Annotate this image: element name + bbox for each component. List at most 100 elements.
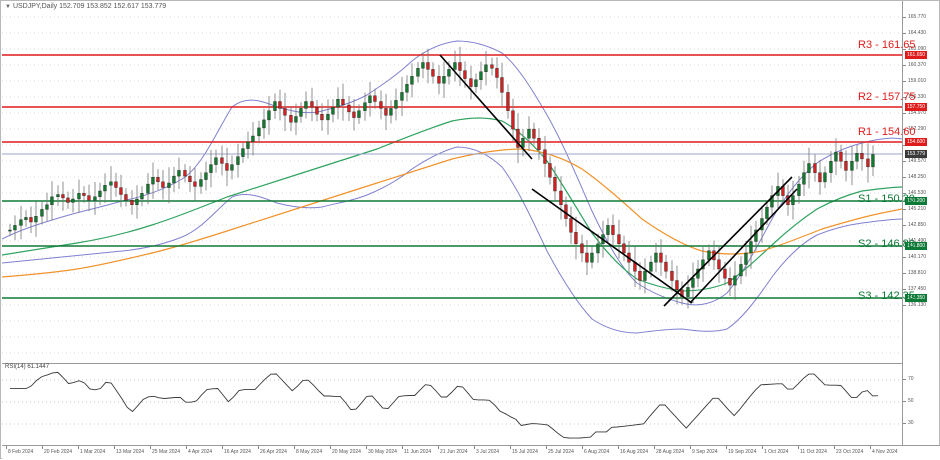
price-tickmark: [903, 161, 906, 162]
date-tickmark: [834, 446, 835, 449]
date-tick-label: 9 Sep 2024: [692, 449, 718, 455]
date-tickmark: [474, 446, 475, 449]
price-tick-label: 156.330: [908, 94, 927, 100]
date-tick-label: 1 Oct 2024: [764, 449, 789, 455]
date-tickmark: [438, 446, 439, 449]
date-tick-label: 25 Mar 2024: [152, 449, 181, 455]
price-tickmark: [903, 225, 906, 226]
price-pane[interactable]: [2, 11, 902, 363]
date-tickmark: [150, 446, 151, 449]
bollinger-upper-band: [2, 40, 902, 306]
level-label-r1: R1 - 154.60: [858, 126, 916, 138]
rsi-line: [10, 371, 879, 439]
date-tickmark: [726, 446, 727, 449]
level-label-s1: S1 - 150.20: [858, 193, 915, 205]
date-tickmark: [510, 446, 511, 449]
date-tick-label: 1 Mar 2024: [80, 449, 106, 455]
date-tickmark: [582, 446, 583, 449]
rsi-tick-label: 50: [908, 398, 914, 404]
date-tick-label: 23 Oct 2024: [836, 449, 864, 455]
price-tick-label: 148.250: [908, 174, 927, 180]
level-label-s3: S3 - 142.35: [858, 290, 915, 302]
level-label-s2: S2 - 146.80: [858, 238, 915, 250]
price-tag-green: 150.200: [905, 197, 928, 205]
rsi-pane[interactable]: [2, 363, 902, 446]
date-tickmark: [186, 446, 187, 449]
date-tick-label: 28 Aug 2024: [656, 449, 685, 455]
date-tick-label: 16 Apr 2024: [224, 449, 251, 455]
price-tickmark: [903, 49, 906, 50]
date-tickmark: [654, 446, 655, 449]
date-tick-label: 8 May 2024: [296, 449, 323, 455]
date-tick-label: 25 Jul 2024: [548, 449, 574, 455]
candlestick-series: [8, 46, 875, 309]
price-tick-label: 165.770: [908, 14, 927, 20]
rsi-tick-label: 70: [908, 376, 914, 382]
date-tickmark: [798, 446, 799, 449]
price-tickmark: [903, 17, 906, 18]
price-tick-label: 164.430: [908, 30, 927, 36]
price-tickmark: [903, 97, 906, 98]
rsi-tickmark: [903, 401, 906, 402]
price-tick-label: 137.450: [908, 286, 927, 292]
price-tag-green: 142.350: [905, 294, 928, 302]
date-tickmark: [366, 446, 367, 449]
date-tickmark: [114, 446, 115, 449]
price-tickmark: [903, 65, 906, 66]
date-tick-label: 6 Aug 2024: [584, 449, 610, 455]
resistance-lines: [2, 54, 902, 143]
date-tickmark: [618, 446, 619, 449]
level-label-r2: R2 - 157.75: [858, 91, 916, 103]
date-tick-label: 3 Jul 2024: [476, 449, 500, 455]
date-tick-label: 20 May 2024: [332, 449, 361, 455]
price-tick-label: 138.810: [908, 270, 927, 276]
date-tick-label: 11 Jun 2024: [404, 449, 432, 455]
trendline-up-support: [663, 176, 793, 307]
price-tickmark: [903, 209, 906, 210]
price-axis[interactable]: 165.770 164.430 163.090 160.370 159.010 156.3…: [902, 1, 940, 363]
date-tickmark: [222, 446, 223, 449]
rsi-axis: 70 50 30: [902, 363, 940, 445]
price-tickmark: [903, 257, 906, 258]
triangle-down-icon[interactable]: ▼: [5, 4, 11, 10]
price-tick-label: 163.090: [908, 46, 927, 52]
price-tickmark: [903, 273, 906, 274]
date-tickmark: [78, 446, 79, 449]
trendline-down-major: [439, 54, 533, 160]
price-tag-green: 146.800: [905, 242, 928, 250]
price-tickmark: [903, 129, 906, 130]
price-tick-label: 160.370: [908, 62, 927, 68]
rsi-indicator-label: RSI(14) 61.1447: [5, 364, 50, 370]
date-tickmark: [42, 446, 43, 449]
moving-average-orange: [2, 148, 902, 278]
date-tick-label: 30 May 2024: [368, 449, 397, 455]
price-tag-red: 157.750: [905, 103, 928, 111]
date-tick-label: 4 Apr 2024: [188, 449, 213, 455]
date-tick-label: 8 Feb 2024: [8, 449, 34, 455]
symbol-quote-bar: ▼ USDJPY,Daily 152.709 153.852 152.617 15…: [5, 3, 166, 10]
date-tick-label: 21 Jun 2024: [440, 449, 468, 455]
trendlines[interactable]: [439, 54, 798, 307]
price-tag-red: 161.650: [905, 51, 928, 59]
date-tickmark: [546, 446, 547, 449]
date-tick-label: 16 Aug 2024: [620, 449, 649, 455]
date-tickmark: [402, 446, 403, 449]
level-label-r3: R3 - 161.65: [858, 39, 916, 51]
date-tick-label: 20 Feb 2024: [44, 449, 73, 455]
date-tick-label: 15 Jul 2024: [512, 449, 538, 455]
date-tickmark: [6, 446, 7, 449]
price-tickmark: [903, 193, 906, 194]
trendline-down-minor: [531, 188, 693, 304]
rsi-tickmark: [903, 379, 906, 380]
trendline-up-channel: [689, 188, 798, 304]
symbol-quote-text: USDJPY,Daily 152.709 153.852 152.617 153…: [12, 3, 167, 10]
rsi-gridlines: [2, 379, 902, 425]
date-tickmark: [294, 446, 295, 449]
time-axis[interactable]: 8 Feb 2024 20 Feb 2024 1 Mar 2024 13 Mar 20…: [2, 445, 940, 460]
date-tickmark: [870, 446, 871, 449]
bollinger-lower-band: [2, 146, 902, 334]
date-tick-label: 13 Mar 2024: [116, 449, 145, 455]
date-tick-label: 4 Nov 2024: [872, 449, 898, 455]
date-tickmark: [762, 446, 763, 449]
